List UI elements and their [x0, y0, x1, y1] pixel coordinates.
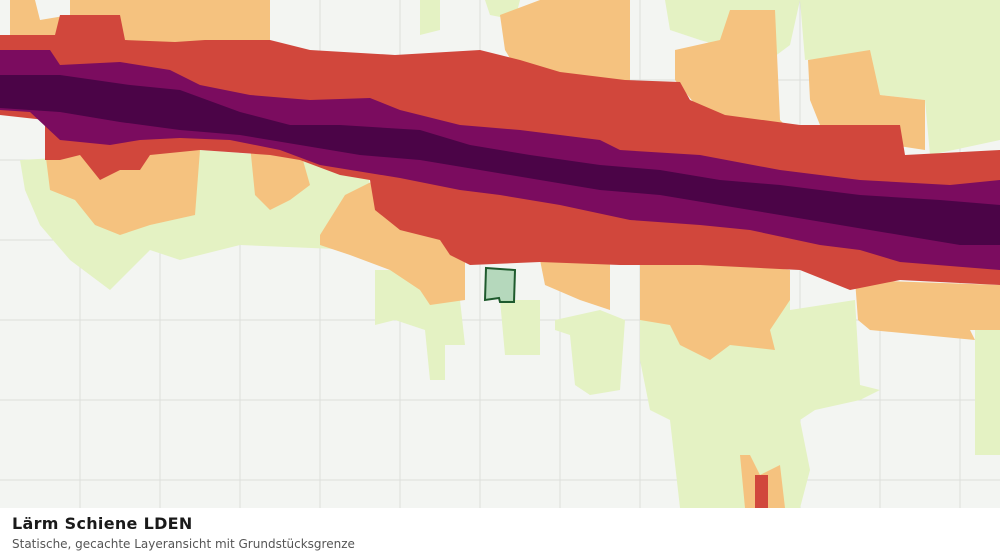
noise-zone-extreme	[0, 75, 1000, 245]
parcel-boundary[interactable]	[483, 266, 517, 303]
caption-panel: Lärm Schiene LDEN Statische, gecachte La…	[0, 508, 1000, 560]
noise-map	[0, 0, 1000, 508]
layer-subtitle: Statische, gecachte Layeransicht mit Gru…	[12, 537, 355, 551]
layer-title: Lärm Schiene LDEN	[12, 514, 193, 533]
